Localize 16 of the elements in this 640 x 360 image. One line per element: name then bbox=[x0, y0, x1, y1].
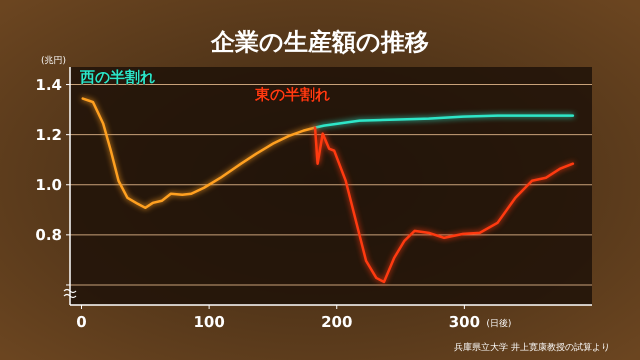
series-label: 東の半割れ bbox=[254, 86, 330, 104]
y-tick-label: 0.8 bbox=[35, 226, 62, 244]
text: 兵庫県立大学 井上寛康教授の試算より bbox=[454, 342, 610, 353]
line-series bbox=[314, 126, 574, 284]
x-tick-label: 100 bbox=[193, 313, 225, 331]
y-tick-label: 1.2 bbox=[35, 126, 62, 144]
x-tick-label: 0 bbox=[76, 313, 87, 331]
text: 西の半割れ bbox=[79, 68, 155, 86]
x-tick-label: 200 bbox=[321, 313, 352, 331]
x-tick-label: 300 bbox=[448, 313, 480, 331]
x-axis-title: (日後) bbox=[486, 318, 512, 329]
line-series bbox=[314, 114, 574, 129]
y-tick-label: 1.0 bbox=[35, 176, 62, 194]
y-axis-title: (兆円) bbox=[40, 55, 66, 66]
y-tick-label: 1.4 bbox=[35, 76, 62, 94]
chart-title: 企業の生産額の推移 bbox=[210, 28, 429, 56]
